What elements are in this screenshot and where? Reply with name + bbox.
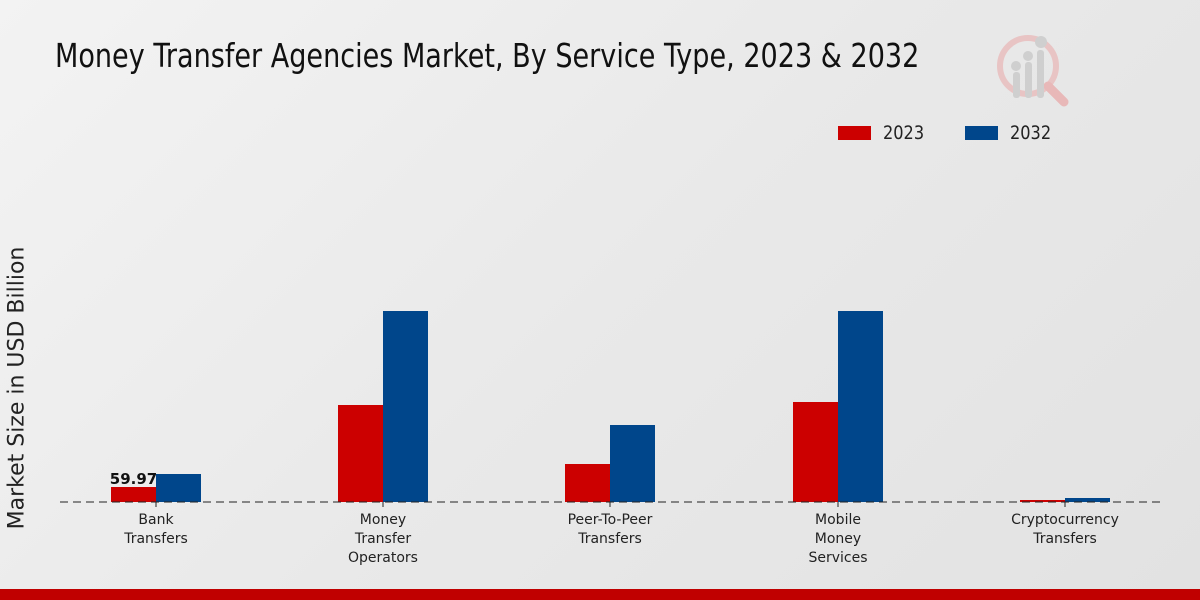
x-tick-label-2: Peer-To-Peer Transfers [568,512,653,547]
legend-swatch-2032 [965,126,999,140]
x-tick-label-0: Bank Transfers [123,512,188,547]
legend: 2023 2032 [838,122,1093,144]
x-tick-label-line: Cryptocurrency [1011,512,1119,528]
bar-2032-0 [156,474,201,502]
x-tick-label-line: Transfer [354,531,412,547]
legend-label-2032: 2032 [1010,122,1052,144]
x-tick-label-line: Transfers [123,531,188,547]
x-tick-label-4: Cryptocurrency Transfers [1011,512,1119,547]
bar-2032-4 [1065,498,1110,502]
data-label-0: 59.97 [110,470,157,488]
bar-2023-0 [111,487,156,502]
x-tick-label-line: Money [815,531,861,547]
magnifier-chart-logo-icon [997,35,1069,107]
x-tick-label-line: Operators [348,550,418,566]
bar-2032-1 [383,311,428,502]
x-tick-label-line: Peer-To-Peer [568,512,653,528]
bar-2023-1 [338,405,383,502]
bar-2023-4 [1020,500,1065,502]
x-tick-label-line: Bank [138,512,174,528]
x-tick-label-line: Money [360,512,406,528]
legend-label-2023: 2023 [883,122,925,144]
x-tick-label-line: Services [808,550,867,566]
x-tick-label-line: Mobile [815,512,861,528]
x-tick-label-3: Mobile Money Services [808,512,867,566]
bar-2032-3 [838,311,883,502]
legend-swatch-2023 [838,126,871,140]
bar-2032-2 [610,425,655,502]
legend-item-2023[interactable]: 2023 [838,122,931,144]
legend-item-2032[interactable]: 2032 [965,122,1058,144]
x-tick-label-line: Transfers [1032,531,1097,547]
bar-2023-2 [565,464,610,502]
footer-bar [0,589,1200,600]
bar-2023-3 [793,402,838,502]
x-tick-label-1: Money Transfer Operators [348,512,418,566]
chart-title: Money Transfer Agencies Market, By Servi… [55,36,920,75]
x-tick-label-line: Transfers [577,531,642,547]
